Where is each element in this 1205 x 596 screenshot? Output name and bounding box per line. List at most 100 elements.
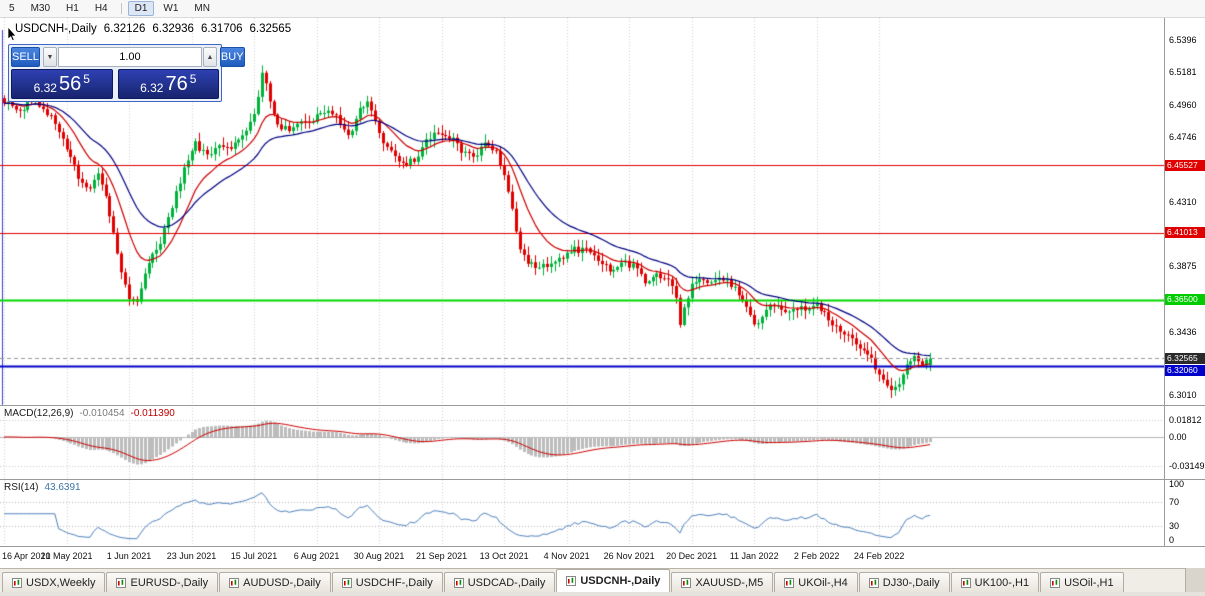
price-scale-label: 6.4746	[1169, 131, 1197, 142]
chart-icon	[229, 577, 240, 588]
volume-increase-button[interactable]: ▲	[202, 47, 217, 67]
tab-dj30-daily[interactable]: DJ30-,Daily	[858, 572, 950, 592]
date-label: 24 Feb 2022	[853, 551, 905, 561]
timeframe-button-5[interactable]: 5	[9, 3, 15, 14]
chart-icon	[960, 577, 971, 588]
tab-eurusd-daily[interactable]: EURUSD-,Daily	[106, 572, 219, 592]
rsi-scale-label: 100	[1169, 479, 1185, 489]
tab-usdcad-daily[interactable]: USDCAD-,Daily	[443, 572, 556, 592]
tab-label: USDCHF-,Daily	[355, 576, 433, 589]
sell-price-box[interactable]: 6.32 56 5	[11, 69, 113, 99]
ohlc-low: 6.31706	[200, 23, 243, 35]
date-label: 16 Apr 2021	[2, 551, 51, 561]
price-badge-resistance-1: 6.45527	[1165, 159, 1205, 171]
timeframe-button-mn[interactable]: MN	[194, 3, 210, 14]
volume-spinner: ▼ ▲	[42, 47, 217, 67]
volume-decrease-button[interactable]: ▼	[42, 47, 57, 67]
tab-xauusd-m5[interactable]: XAUUSD-,M5	[671, 572, 774, 592]
price-scale-label: 6.3875	[1169, 261, 1197, 272]
date-label: 30 Aug 2021	[353, 551, 405, 561]
chart-icon	[1050, 577, 1061, 588]
panel-separator-bottom	[0, 546, 1205, 547]
tab-usoil-h1[interactable]: USOil-,H1	[1040, 572, 1124, 592]
macd-signal-value: -0.011390	[130, 408, 175, 419]
buy-price-fraction: 5	[189, 72, 197, 86]
chart-icon	[681, 577, 692, 588]
chart-canvas[interactable]	[0, 18, 1164, 546]
price-scale-label: 6.4960	[1169, 99, 1197, 110]
ohlc-close: 6.32565	[249, 23, 292, 35]
chart-icon	[12, 577, 22, 588]
date-label: 20 Dec 2021	[666, 551, 718, 561]
tab-label: USDX,Weekly	[26, 576, 96, 589]
date-label: 11 Jan 2022	[729, 551, 779, 561]
panel-separator-rsi[interactable]	[0, 479, 1205, 480]
tab-label: DJ30-,Daily	[882, 576, 940, 589]
price-scale-label: 6.3010	[1169, 390, 1197, 401]
buy-price-box[interactable]: 6.32 76 5	[117, 69, 219, 99]
macd-scale-label: 0.00	[1169, 432, 1187, 442]
ohlc-open: 6.32126	[103, 23, 146, 35]
tab-label: AUDUSD-,Daily	[243, 576, 321, 589]
tab-usdx-weekly[interactable]: USDX,Weekly	[2, 572, 106, 592]
trade-controls-row: SELL ▼ ▲ BUY	[11, 47, 245, 67]
volume-input[interactable]	[57, 47, 202, 67]
tab-audusd-daily[interactable]: AUDUSD-,Daily	[219, 572, 331, 592]
rsi-scale-label: 0	[1169, 535, 1175, 545]
date-label: 1 Jun 2021	[106, 551, 152, 561]
price-scale-label: 6.5396	[1169, 35, 1197, 45]
tab-label: USDCNH-,Daily	[580, 575, 661, 587]
price-badge-support-1: 6.36500	[1165, 294, 1205, 306]
rsi-scale-label: 30	[1169, 520, 1180, 531]
trade-prices-row: 6.32 56 5 6.32 76 5	[11, 69, 219, 99]
timeframe-button-h1[interactable]: H1	[66, 3, 79, 14]
price-badge-resistance-2: 6.41013	[1165, 227, 1205, 239]
rsi-value: 43.6391	[44, 482, 81, 493]
tab-uk100-h1[interactable]: UK100-,H1	[950, 572, 1040, 592]
rsi-indicator-label: RSI(14) 43.6391	[4, 482, 81, 493]
macd-main-value: -0.010454	[79, 408, 125, 419]
price-scale-label: 6.5181	[1169, 66, 1197, 77]
tab-label: XAUUSD-,M5	[695, 576, 764, 589]
tab-label: USDCAD-,Daily	[467, 576, 546, 589]
date-label: 10 May 2021	[40, 551, 93, 561]
window-bottom-edge	[0, 592, 1205, 596]
chart-tab-bar: USDX,Weekly EURUSD-,Daily AUDUSD-,Daily USD…	[0, 568, 1205, 592]
mouse-cursor-icon	[7, 27, 17, 42]
tab-ukoil-h4[interactable]: UKOil-,H4	[774, 572, 858, 592]
date-label: 21 Sep 2021	[416, 551, 468, 561]
macd-name: MACD(12,26,9)	[4, 408, 74, 419]
date-label: 4 Nov 2021	[543, 551, 590, 561]
time-axis[interactable]: 16 Apr 2021 10 May 2021 1 Jun 2021 23 Jun 2…	[0, 547, 1164, 567]
rsi-name: RSI(14)	[4, 482, 39, 493]
sell-button[interactable]: SELL	[11, 47, 40, 67]
macd-indicator-label: MACD(12,26,9) -0.010454 -0.011390	[4, 408, 175, 419]
price-scale[interactable]: 6.5396 6.5181 6.4960 6.4746 6.4310 6.3875 6.34…	[1164, 18, 1205, 546]
timeframe-button-w1[interactable]: W1	[163, 3, 179, 14]
chart-icon	[566, 576, 577, 586]
price-scale-label: 6.4310	[1169, 196, 1197, 207]
date-label: 13 Oct 2021	[479, 551, 529, 561]
date-label: 23 Jun 2021	[166, 551, 217, 561]
sell-price-fraction: 5	[83, 72, 90, 86]
price-scale-label: 6.3436	[1169, 326, 1197, 337]
buy-button[interactable]: BUY	[219, 47, 245, 67]
chart-icon	[116, 577, 127, 588]
chart-tabs: USDX,Weekly EURUSD-,Daily AUDUSD-,Daily USD…	[0, 569, 1125, 592]
sell-price-pips: 56	[58, 73, 82, 95]
panel-separator-macd[interactable]	[0, 405, 1205, 406]
buy-price-pips: 76	[165, 73, 188, 95]
timeframe-button-d1[interactable]: D1	[127, 1, 155, 16]
tab-label: EURUSD-,Daily	[130, 576, 209, 589]
tab-scroll-area[interactable]	[1185, 568, 1205, 592]
timeframe-button-h4[interactable]: H4	[94, 3, 108, 14]
tab-usdchf-daily[interactable]: USDCHF-,Daily	[331, 572, 443, 592]
chart-icon	[453, 577, 464, 588]
price-badge-support-2: 6.32060	[1165, 364, 1205, 376]
buy-price-base: 6.32	[140, 81, 164, 95]
tab-usdcnh-daily[interactable]: USDCNH-,Daily	[556, 569, 671, 592]
timeframe-button-group: 5 M30 H1 H4 D1 W1 MN	[0, 1, 217, 16]
chart-icon	[784, 577, 795, 588]
timeframe-button-m30[interactable]: M30	[30, 3, 51, 14]
tab-label: UK100-,H1	[974, 576, 1030, 589]
